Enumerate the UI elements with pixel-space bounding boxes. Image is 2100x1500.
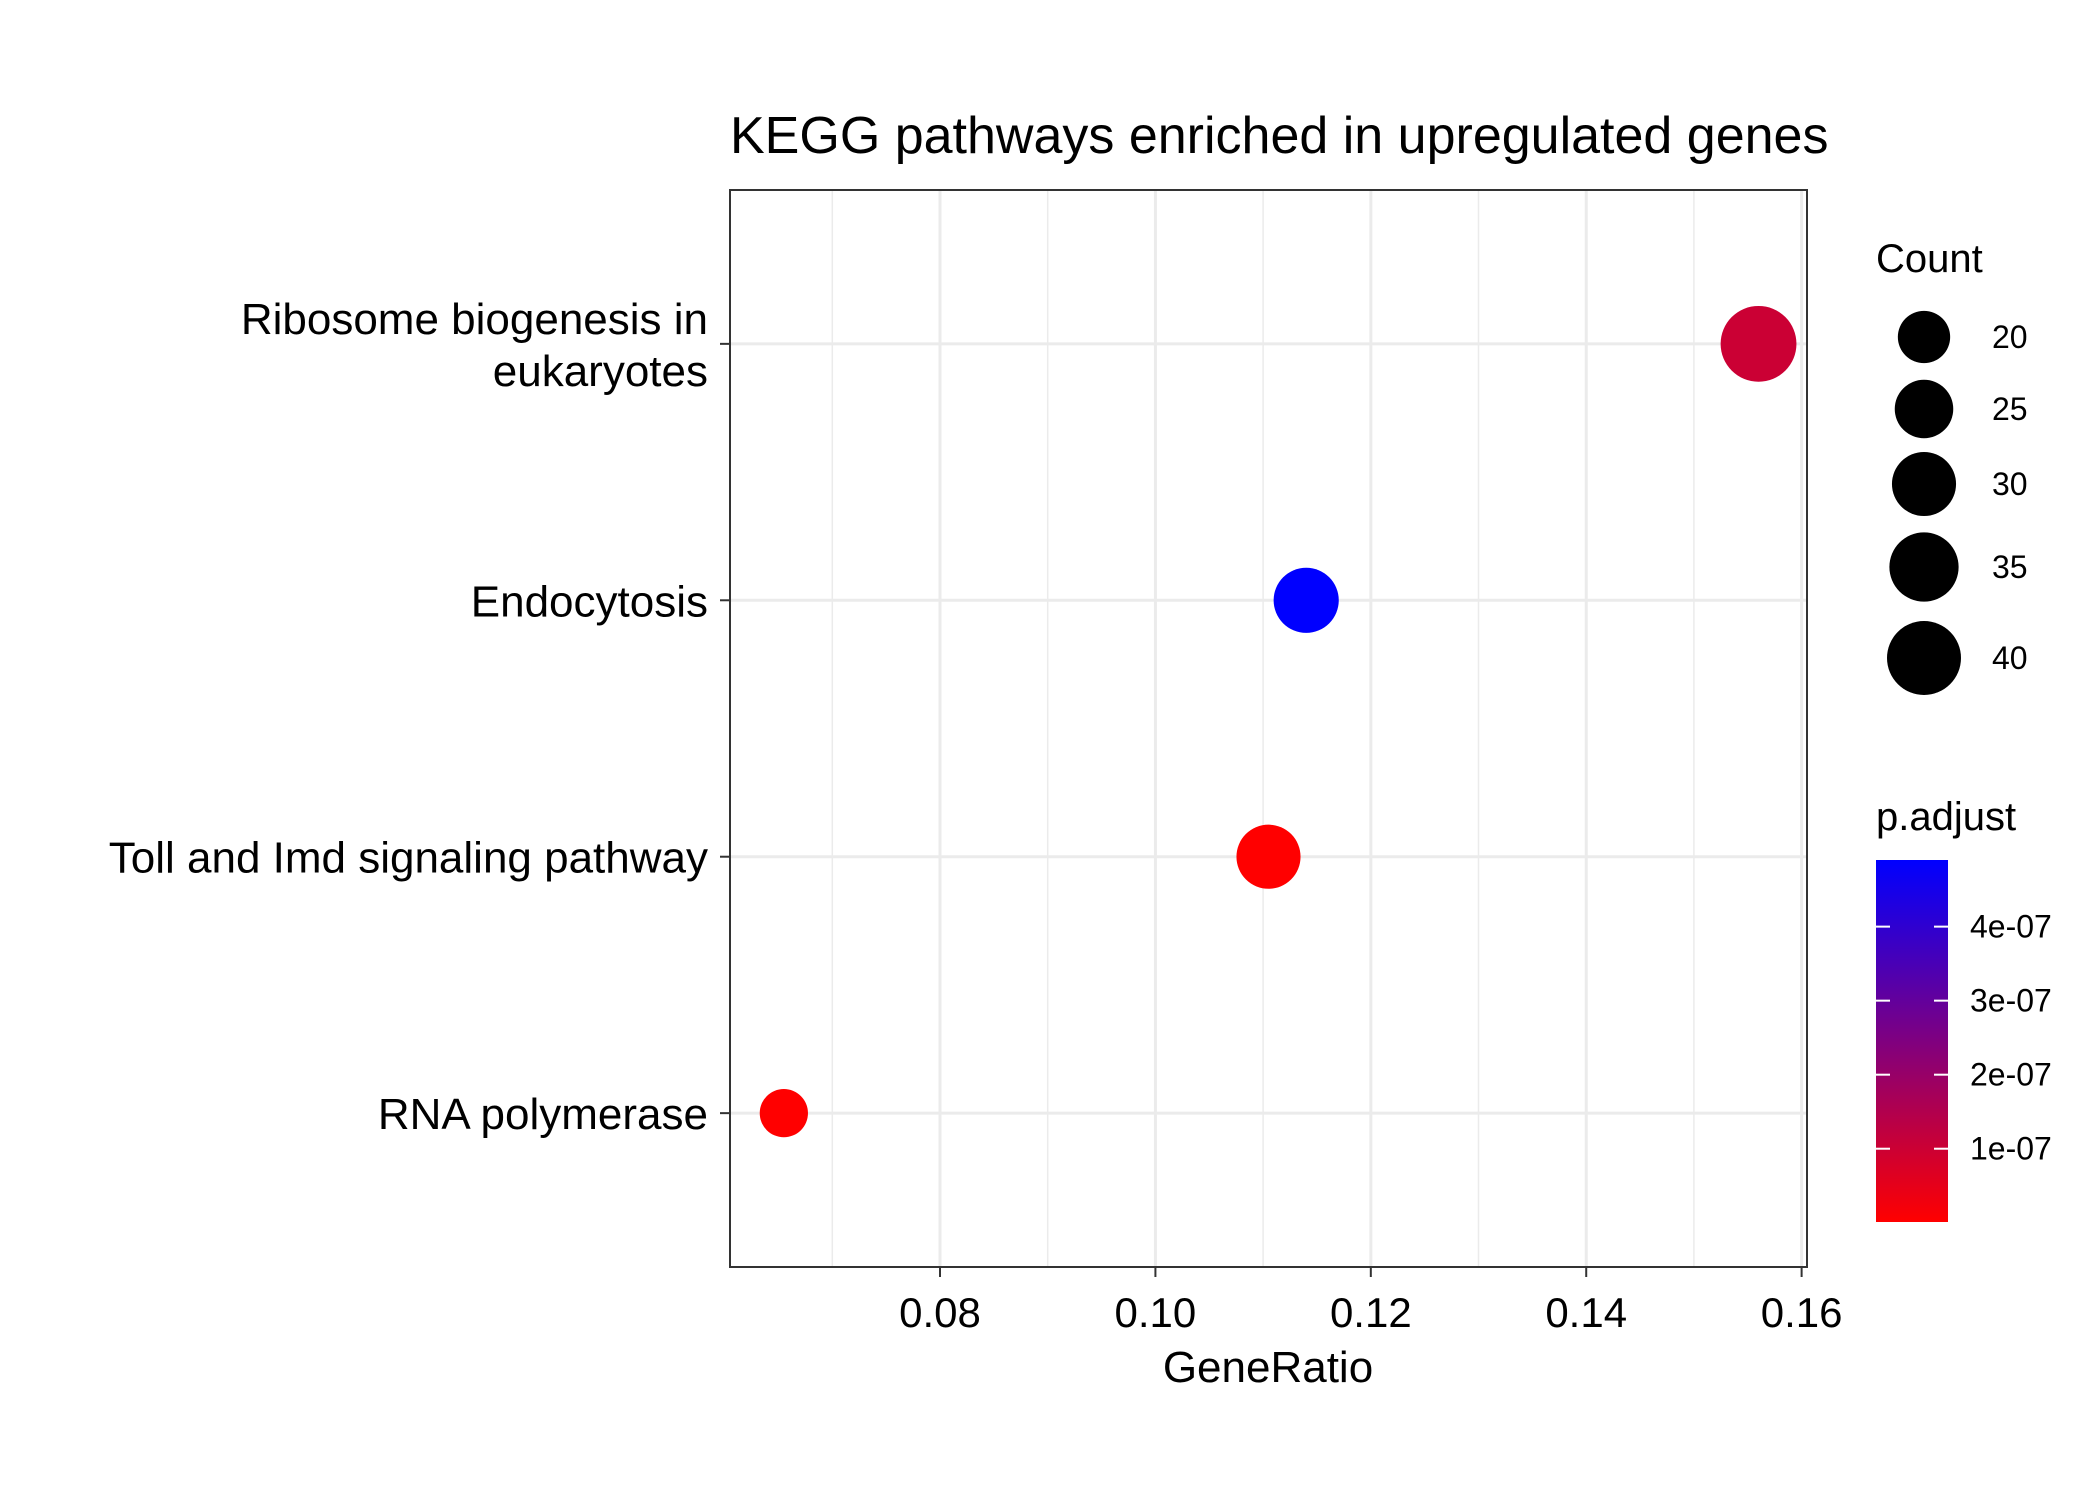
y-tick-label: RNA polymerase: [378, 1090, 708, 1139]
y-tick-label-line: eukaryotes: [493, 347, 708, 396]
y-tick-label: Endocytosis: [471, 577, 708, 626]
y-tick-label: Toll and Imd signaling pathway: [109, 834, 708, 883]
data-point: [1273, 567, 1339, 633]
chart-title: KEGG pathways enriched in upregulated ge…: [730, 107, 1828, 165]
count-legend-label: 25: [1992, 391, 2028, 427]
y-tick-label-line: Endocytosis: [471, 577, 708, 626]
y-tick-label: Ribosome biogenesis in eukaryotes: [241, 295, 708, 396]
x-tick-label: 0.12: [1330, 1289, 1412, 1336]
count-legend-key: [1891, 451, 1957, 517]
padj-legend-label: 2e-07: [1970, 1057, 2052, 1093]
data-point: [1720, 305, 1797, 382]
y-tick-label-line: Toll and Imd signaling pathway: [109, 834, 708, 883]
count-legend-keys: 20 25 30 35 40: [1887, 310, 2028, 695]
count-legend-label: 35: [1992, 549, 2028, 585]
count-legend-key: [1897, 310, 1951, 364]
y-axis: Ribosome biogenesis in eukaryotes Endocyto…: [109, 295, 730, 1139]
padj-legend: p.adjust 4e-07 3e-07 2e-07 1e-07: [1876, 795, 2052, 1222]
x-tick-label: 0.08: [899, 1289, 981, 1336]
x-axis: 0.08 0.10 0.12 0.14 0.16: [899, 1267, 1842, 1336]
count-legend-key: [1894, 379, 1954, 439]
count-legend: Count 20 25 30 35 40: [1876, 237, 2028, 695]
count-legend-label: 30: [1992, 466, 2028, 502]
x-axis-label: GeneRatio: [1163, 1343, 1373, 1392]
count-legend-key: [1889, 532, 1959, 602]
data-points: [759, 305, 1797, 1138]
y-tick-label-line: Ribosome biogenesis in: [241, 295, 708, 344]
count-legend-key: [1887, 621, 1961, 695]
x-tick-label: 0.14: [1545, 1289, 1627, 1336]
data-point: [1236, 824, 1301, 889]
padj-legend-ticks: 4e-07 3e-07 2e-07 1e-07: [1876, 909, 2052, 1167]
padj-colorbar: [1876, 860, 1948, 1222]
padj-legend-label: 1e-07: [1970, 1131, 2052, 1167]
count-legend-label: 20: [1992, 319, 2028, 355]
x-tick-label: 0.16: [1761, 1289, 1843, 1336]
count-legend-label: 40: [1992, 640, 2028, 676]
count-legend-title: Count: [1876, 237, 1983, 281]
panel-border: [729, 189, 1808, 1268]
plot-panel: [729, 189, 1808, 1268]
data-point: [759, 1089, 808, 1138]
x-tick-label: 0.10: [1115, 1289, 1197, 1336]
y-tick-label-line: RNA polymerase: [378, 1090, 708, 1139]
panel-background: [730, 190, 1807, 1267]
padj-legend-label: 3e-07: [1970, 983, 2052, 1019]
padj-legend-title: p.adjust: [1876, 795, 2016, 839]
padj-legend-label: 4e-07: [1970, 909, 2052, 945]
